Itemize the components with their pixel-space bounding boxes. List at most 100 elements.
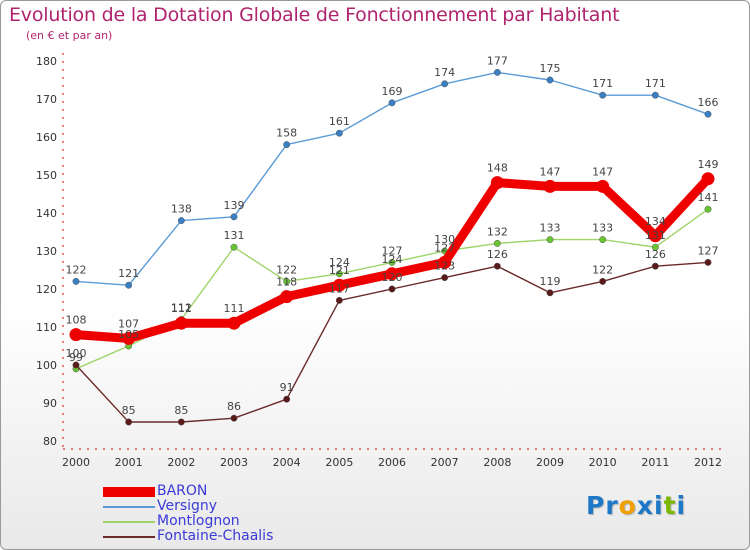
data-label: 112: [171, 301, 192, 314]
x-tick-label: 2011: [641, 456, 669, 469]
y-tick-label: 90: [43, 397, 57, 410]
y-tick-label: 100: [36, 359, 57, 372]
data-label: 127: [434, 241, 455, 254]
data-point: [493, 262, 501, 270]
data-label: 133: [592, 222, 613, 235]
legend: BARON Versigny Montlognon Fontaine-Chaalis: [103, 484, 273, 544]
data-point: [599, 277, 607, 285]
data-label: 139: [224, 199, 245, 212]
data-point: [599, 236, 607, 244]
data-point: [385, 267, 399, 281]
data-point: [438, 255, 452, 269]
data-point: [122, 331, 136, 345]
y-tick-label: 140: [36, 207, 57, 220]
data-label: 126: [487, 248, 508, 261]
data-label: 119: [540, 275, 561, 288]
data-label: 175: [540, 62, 561, 75]
y-tick-label: 110: [36, 321, 57, 334]
data-point: [388, 258, 396, 266]
data-label: 138: [171, 203, 192, 216]
data-point: [388, 285, 396, 293]
data-label: 130: [434, 233, 455, 246]
data-label: 86: [227, 400, 241, 413]
data-point: [283, 277, 291, 285]
legend-item: BARON: [103, 484, 273, 499]
data-label: 91: [280, 381, 294, 394]
data-label: 133: [540, 222, 561, 235]
data-point: [493, 68, 501, 76]
data-point: [701, 172, 715, 186]
legend-label: Versigny: [157, 498, 218, 514]
data-point: [441, 80, 449, 88]
data-point: [546, 289, 554, 297]
data-label: 161: [329, 115, 350, 128]
data-label: 149: [698, 158, 719, 171]
data-point: [651, 243, 659, 251]
legend-item: Montlognon: [103, 514, 273, 529]
y-tick-label: 130: [36, 245, 57, 258]
data-point: [490, 176, 504, 190]
data-label: 169: [382, 85, 403, 98]
data-label: 126: [645, 248, 666, 261]
data-label: 105: [118, 328, 139, 341]
data-point: [704, 110, 712, 118]
x-tick-label: 2007: [431, 456, 459, 469]
data-point: [335, 129, 343, 137]
y-tick-label: 180: [36, 55, 57, 68]
data-point: [177, 217, 185, 225]
data-label: 121: [329, 264, 350, 277]
data-label: 107: [118, 317, 139, 330]
data-point: [332, 278, 346, 292]
legend-label: BARON: [157, 483, 208, 499]
data-point: [596, 179, 610, 193]
x-tick-label: 2003: [220, 456, 248, 469]
data-point: [546, 76, 554, 84]
data-label: 127: [382, 244, 403, 257]
y-tick-label: 120: [36, 283, 57, 296]
data-point: [283, 141, 291, 149]
data-label: 134: [645, 215, 666, 228]
data-label: 132: [487, 225, 508, 238]
data-label: 121: [118, 267, 139, 280]
legend-item: Fontaine-Chaalis: [103, 529, 273, 544]
legend-swatch: [103, 520, 155, 523]
data-point: [648, 229, 662, 243]
data-point: [546, 236, 554, 244]
data-label: 171: [592, 77, 613, 90]
proxiti-logo: Proxiti: [586, 491, 686, 520]
data-labels: 122 121 138 139 158 161 169 174 177 175 171 171 166 9…: [66, 54, 719, 417]
y-tick-label: 80: [43, 435, 57, 448]
data-point: [543, 179, 557, 193]
data-point: [704, 205, 712, 213]
y-tick-label: 160: [36, 131, 57, 144]
chart-subtitle: (en € et par an): [26, 29, 113, 42]
data-label: 131: [224, 229, 245, 242]
legend-swatch: [103, 486, 155, 497]
data-label: 118: [276, 276, 297, 289]
data-point: [651, 91, 659, 99]
data-point: [72, 277, 80, 285]
data-point: [230, 243, 238, 251]
data-label: 166: [698, 96, 719, 109]
data-point: [283, 395, 291, 403]
legend-label: Fontaine-Chaalis: [157, 528, 274, 544]
legend-swatch: [103, 535, 155, 538]
data-label: 141: [698, 191, 719, 204]
data-label: 124: [329, 256, 350, 269]
data-label: 177: [487, 54, 508, 67]
data-point: [174, 316, 188, 330]
data-label: 171: [645, 77, 666, 90]
x-tick-label: 2002: [167, 456, 195, 469]
logo-letter: r: [605, 491, 619, 520]
data-point: [227, 316, 241, 330]
x-tick-label: 2001: [115, 456, 143, 469]
chart-title: Evolution de la Dotation Globale de Fonc…: [9, 4, 620, 26]
data-label: 158: [276, 127, 297, 140]
data-point: [441, 274, 449, 282]
data-label: 122: [592, 263, 613, 276]
data-point: [493, 239, 501, 247]
y-tick-label: 150: [36, 169, 57, 182]
data-label: 99: [69, 351, 83, 364]
x-tick-label: 2004: [273, 456, 301, 469]
data-point: [599, 91, 607, 99]
